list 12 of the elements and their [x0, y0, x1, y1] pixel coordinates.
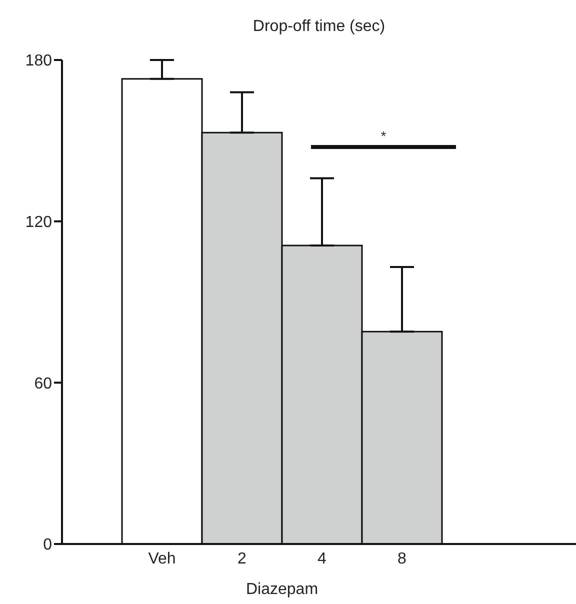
chart-title: Drop-off time (sec)	[252, 18, 386, 36]
significance-bracket: *	[311, 127, 456, 153]
x-tick-label: 2	[238, 550, 247, 568]
y-tick-label: 120	[25, 214, 52, 232]
y-tick-label: 180	[25, 52, 52, 70]
x-tick-label: 4	[318, 550, 327, 568]
annotation: *	[380, 128, 387, 144]
x-axis-title: Diazepam	[246, 581, 318, 598]
y-tick-label: 60	[34, 375, 52, 392]
x-tick-label: 8	[398, 550, 407, 568]
y-tick-label: 0	[43, 536, 52, 554]
x-tick-label: Veh	[148, 550, 176, 568]
